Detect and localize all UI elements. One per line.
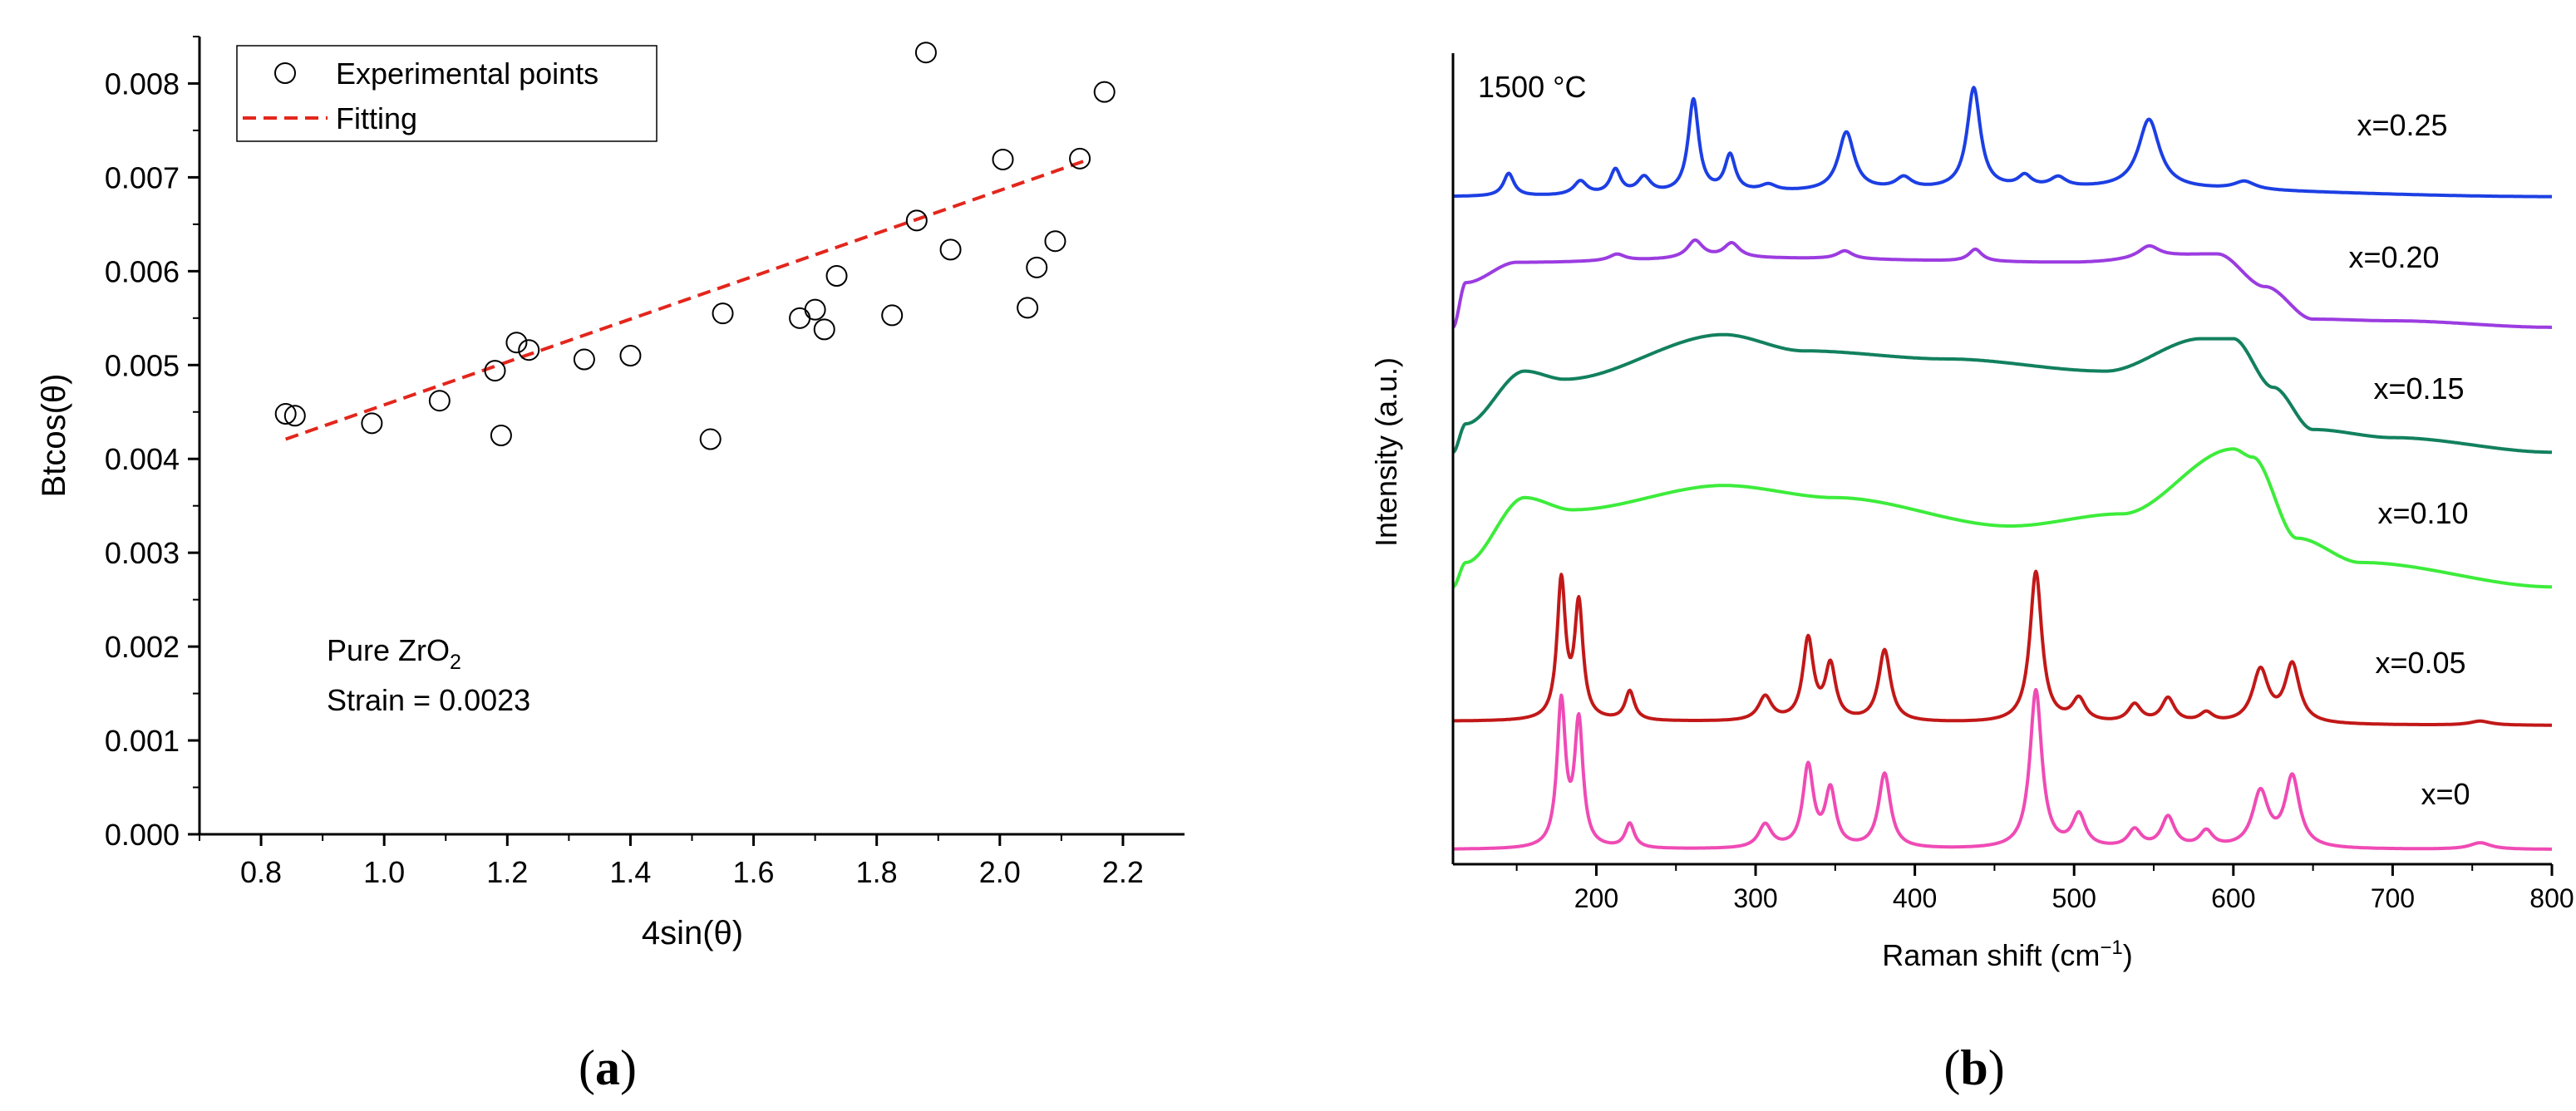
series-label-x=0.20: x=0.20 — [2348, 240, 2439, 274]
data-point — [813, 318, 835, 341]
data-point — [274, 403, 297, 425]
legend-circle-marker-icon — [274, 62, 296, 84]
spectrum-line-x=0.20 — [1451, 238, 2553, 329]
legend-frame — [236, 45, 658, 142]
series-label-x=0.10: x=0.10 — [2377, 496, 2468, 530]
panel-b-series-labels: x=0.25 x=0.20 x=0.15 x=0.10 x=0.05 x=0 — [2348, 108, 2470, 811]
x-tick-label: 200 — [1574, 883, 1618, 913]
panel-b-x-axis-label: Raman shift (cm−1) — [1882, 936, 2132, 972]
x-tick-label: 800 — [2529, 883, 2574, 913]
data-point — [1044, 230, 1066, 253]
panel-b-x-ticks: 200 300 400 500 600 700 800 — [1515, 864, 2574, 913]
y-tick-label: 0.005 — [105, 348, 180, 382]
legend-entry-fitting: Fitting — [336, 101, 417, 135]
series-label-x=0.05: x=0.05 — [2375, 646, 2465, 680]
data-point — [699, 428, 722, 450]
data-point — [712, 302, 734, 325]
data-point — [484, 360, 506, 382]
panel-a-y-ticks: 0.000 0.001 0.002 0.003 0.004 0.005 0.006 0.007… — [105, 36, 199, 852]
panel-a-x-axis-label: 4sin(θ) — [642, 915, 743, 951]
x-tick-label: 700 — [2371, 883, 2415, 913]
spectrum-line-x=0.10 — [1452, 447, 2553, 589]
y-tick-label: 0.000 — [105, 818, 180, 852]
data-point — [1017, 297, 1039, 319]
x-tick-label: 2.2 — [1102, 855, 1144, 889]
spectrum-line-x=0.15 — [1452, 332, 2553, 455]
panel-b-spectra-lines — [1451, 86, 2553, 851]
x-tick-label: 1.4 — [609, 855, 651, 889]
x-tick-label: 1.0 — [363, 855, 405, 889]
y-tick-label: 0.008 — [105, 66, 180, 101]
panel-b-y-axis-label: Intensity (a.u.) — [1369, 357, 1403, 547]
series-label-x=0: x=0 — [2421, 777, 2470, 811]
series-label-x=0.25: x=0.25 — [2357, 108, 2447, 142]
y-tick-label: 0.003 — [105, 536, 180, 570]
data-point — [428, 390, 451, 412]
data-point — [1093, 81, 1116, 103]
y-tick-label: 0.007 — [105, 160, 180, 194]
y-tick-label: 0.006 — [105, 254, 180, 288]
x-tick-label: 300 — [1733, 883, 1777, 913]
y-tick-label: 0.004 — [105, 442, 180, 476]
data-point — [789, 307, 811, 329]
x-tick-label: 1.2 — [486, 855, 528, 889]
spectrum-line-x=0.05 — [1452, 569, 2553, 727]
x-tick-label: 600 — [2211, 883, 2255, 913]
data-point — [619, 345, 642, 366]
panel-b-temperature-annotation: 1500 °C — [1478, 70, 1586, 104]
fitting-line — [285, 159, 1087, 441]
data-point — [992, 148, 1014, 170]
data-point — [804, 298, 826, 321]
panel-a-x-ticks: 0.8 1.0 1.2 1.4 1.6 1.8 2.0 2.2 — [199, 834, 1144, 889]
data-point — [1026, 256, 1048, 278]
x-tick-label: 1.8 — [856, 855, 898, 889]
series-label-x=0.15: x=0.15 — [2373, 371, 2464, 406]
annotation-strain: Strain = 0.0023 — [327, 683, 530, 717]
panel-a-y-axis-label: Btcos(θ) — [36, 374, 72, 498]
panel-a-label: (a) — [579, 1040, 637, 1095]
x-tick-label: 1.6 — [733, 855, 775, 889]
data-point — [905, 209, 928, 232]
data-point — [573, 348, 595, 371]
data-point — [490, 425, 512, 446]
data-point — [881, 304, 904, 327]
panel-b-raman-spectra-chart: x=0.25 x=0.20 x=0.15 x=0.10 x=0.05 x=0 200 300… — [1369, 53, 2574, 1095]
data-point — [914, 42, 937, 64]
data-point — [361, 412, 383, 435]
data-point — [505, 332, 528, 354]
x-tick-label: 400 — [1893, 883, 1937, 913]
y-tick-label: 0.001 — [105, 724, 180, 758]
y-tick-label: 0.002 — [105, 630, 180, 664]
spectrum-line-x=0 — [1452, 687, 2553, 851]
annotation-material: Pure ZrO2 — [327, 633, 461, 674]
panel-b-label: (b) — [1943, 1040, 2004, 1095]
panel-a-plot-marks — [274, 42, 1116, 450]
x-tick-label: 0.8 — [240, 855, 282, 889]
data-point — [1069, 147, 1091, 170]
spectrum-line-x=0.25 — [1452, 86, 2553, 199]
x-tick-label: 500 — [2052, 883, 2096, 913]
panel-a-scatter-chart: 0.8 1.0 1.2 1.4 1.6 1.8 2.0 2.2 0.000 0.001 0.002… — [36, 36, 1185, 1095]
x-tick-label: 2.0 — [979, 855, 1021, 889]
legend-entry-experimental: Experimental points — [336, 57, 598, 91]
data-point — [825, 265, 848, 287]
data-point — [939, 238, 962, 261]
panel-a-legend: Experimental points Fitting — [236, 45, 658, 142]
panel-a-annotation: Pure ZrO2 Strain = 0.0023 — [327, 633, 530, 717]
data-point — [283, 405, 306, 427]
data-point — [518, 339, 540, 361]
